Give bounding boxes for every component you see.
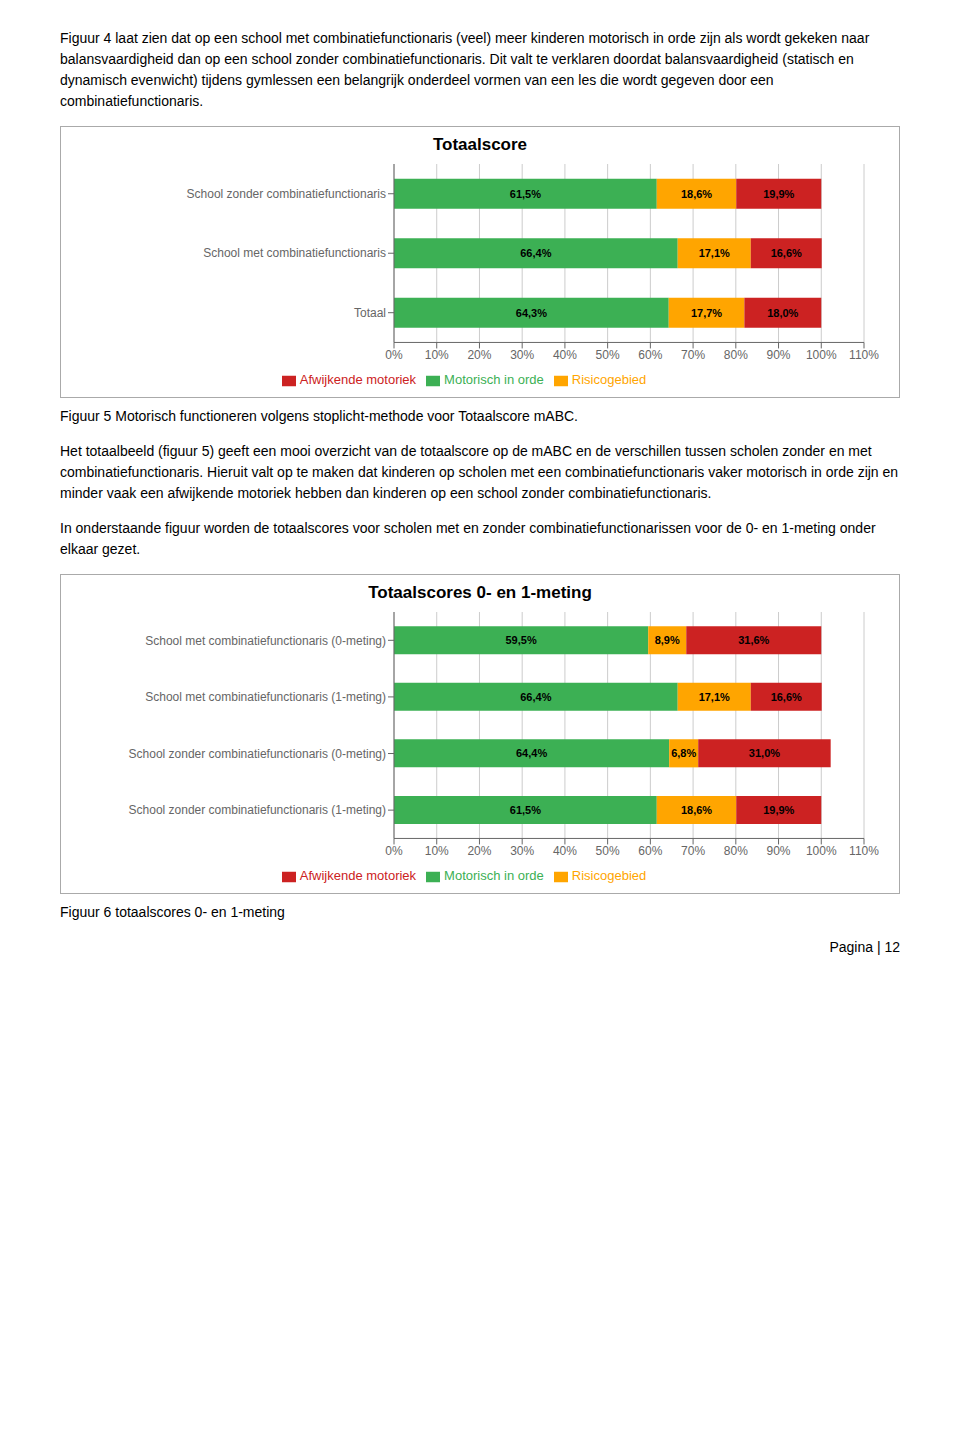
svg-text:61,5%: 61,5% <box>510 188 541 200</box>
svg-text:16,6%: 16,6% <box>771 691 802 703</box>
html-text:Afwijkende motoriek: Afwijkende motoriek <box>299 868 417 884</box>
svg-text:70%: 70% <box>681 348 705 362</box>
svg-text:66,4%: 66,4% <box>520 691 551 703</box>
svg-text:19,9%: 19,9% <box>763 188 794 200</box>
svg-text:40%: 40% <box>553 844 577 858</box>
svg-text:Totaal: Totaal <box>354 306 386 320</box>
svg-text:90%: 90% <box>767 844 791 858</box>
svg-text:40%: 40% <box>553 348 577 362</box>
svg-text:31,0%: 31,0% <box>749 747 780 759</box>
html-text:Figuur 4 laat zien dat op een: Figuur 4 laat zien dat op een school met… <box>60 30 870 109</box>
svg-text:17,1%: 17,1% <box>699 691 730 703</box>
svg-text:59,5%: 59,5% <box>506 634 537 646</box>
svg-text:8,9%: 8,9% <box>655 634 680 646</box>
svg-text:20%: 20% <box>467 348 491 362</box>
svg-text:19,9%: 19,9% <box>763 804 794 816</box>
svg-text:School zonder combinatiefuncti: School zonder combinatiefunctionaris (0-… <box>129 747 386 761</box>
svg-text:50%: 50% <box>596 348 620 362</box>
svg-text:80%: 80% <box>724 348 748 362</box>
svg-text:School zonder combinatiefuncti: School zonder combinatiefunctionaris <box>187 187 386 201</box>
html-text:Totaalscore: Totaalscore <box>432 135 528 154</box>
svg-text:61,5%: 61,5% <box>510 804 541 816</box>
svg-text:School zonder combinatiefuncti: School zonder combinatiefunctionaris (1-… <box>129 803 386 817</box>
html-text:Risicogebied: Risicogebied <box>571 372 647 388</box>
svg-text:90%: 90% <box>767 348 791 362</box>
html-text:In onderstaande figuur worden: In onderstaande figuur worden de totaals… <box>60 520 876 557</box>
svg-text:0%: 0% <box>385 844 403 858</box>
html-text:Het totaalbeeld (figuur 5) gee: Het totaalbeeld (figuur 5) geeft een moo… <box>60 443 899 501</box>
svg-text:100%: 100% <box>806 844 837 858</box>
svg-text:30%: 30% <box>510 844 534 858</box>
svg-text:School met combinatiefunctiona: School met combinatiefunctionaris (1-met… <box>145 690 386 704</box>
svg-text:16,6%: 16,6% <box>771 247 802 259</box>
html-text:Totaalscores 0- en 1-meting: Totaalscores 0- en 1-meting <box>368 583 592 602</box>
svg-text:64,4%: 64,4% <box>516 747 547 759</box>
svg-text:110%: 110% <box>849 348 879 362</box>
svg-text:18,6%: 18,6% <box>681 804 712 816</box>
html-text:Figuur 5 Motorisch functionere: Figuur 5 Motorisch functioneren volgens … <box>60 408 578 424</box>
svg-text:110%: 110% <box>849 844 879 858</box>
svg-text:60%: 60% <box>638 348 662 362</box>
svg-text:100%: 100% <box>806 348 837 362</box>
svg-text:10%: 10% <box>425 348 449 362</box>
html-text:Risicogebied: Risicogebied <box>571 868 647 884</box>
svg-text:10%: 10% <box>425 844 449 858</box>
svg-text:School met combinatiefunctiona: School met combinatiefunctionaris (0-met… <box>145 634 386 648</box>
svg-text:20%: 20% <box>467 844 491 858</box>
html-text:Afwijkende motoriek: Afwijkende motoriek <box>299 372 417 388</box>
svg-text:66,4%: 66,4% <box>520 247 551 259</box>
svg-text:17,1%: 17,1% <box>699 247 730 259</box>
svg-text:80%: 80% <box>724 844 748 858</box>
svg-text:70%: 70% <box>681 844 705 858</box>
svg-text:30%: 30% <box>510 348 534 362</box>
svg-text:64,3%: 64,3% <box>516 307 547 319</box>
svg-text:0%: 0% <box>385 348 403 362</box>
svg-text:60%: 60% <box>638 844 662 858</box>
svg-text:18,6%: 18,6% <box>681 188 712 200</box>
html-text:Motorisch in orde: Motorisch in orde <box>444 372 544 388</box>
svg-text:6,8%: 6,8% <box>671 747 696 759</box>
svg-text:31,6%: 31,6% <box>738 634 769 646</box>
html-text:Pagina | 12: Pagina | 12 <box>829 939 900 955</box>
svg-text:17,7%: 17,7% <box>691 307 722 319</box>
svg-text:50%: 50% <box>596 844 620 858</box>
html-text:Figuur 6 totaalscores 0- en 1-: Figuur 6 totaalscores 0- en 1-meting <box>60 904 285 920</box>
svg-text:School met combinatiefunctiona: School met combinatiefunctionaris <box>203 246 386 260</box>
svg-text:18,0%: 18,0% <box>767 307 798 319</box>
html-text:Motorisch in orde: Motorisch in orde <box>444 868 544 884</box>
